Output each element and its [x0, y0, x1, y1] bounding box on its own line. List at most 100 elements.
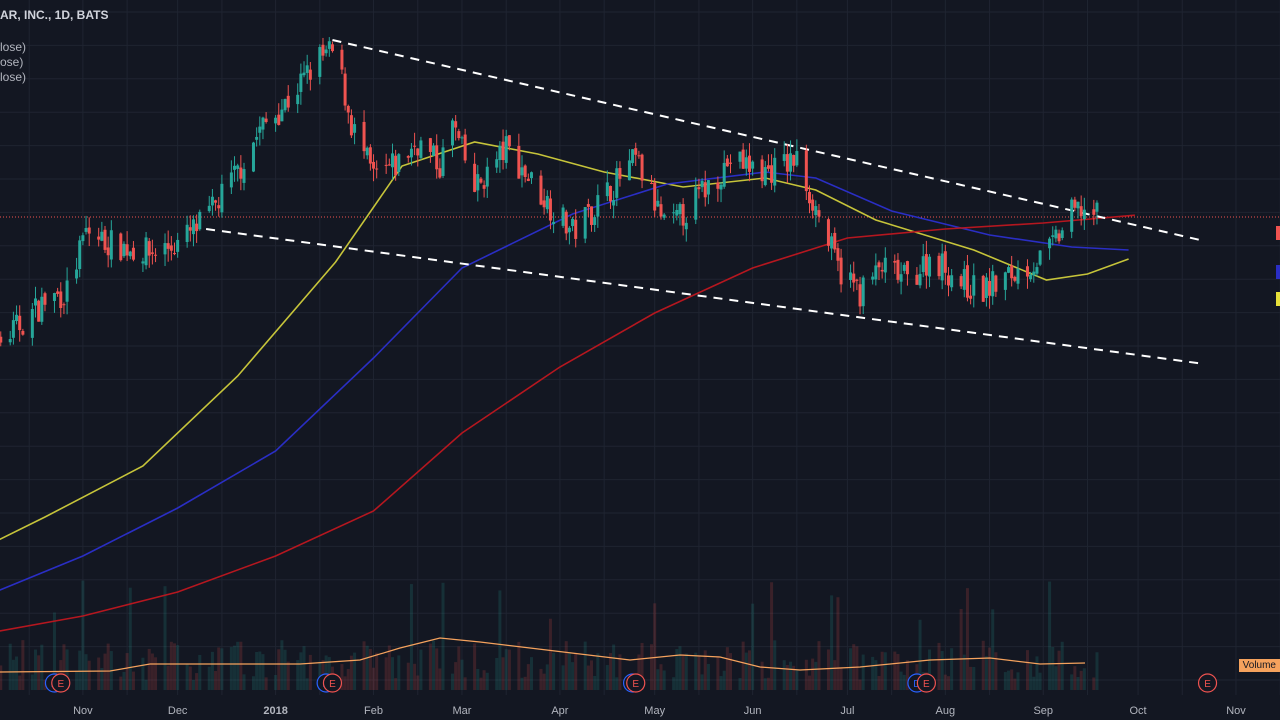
- legend-ma-long[interactable]: lose): [0, 70, 27, 84]
- candle-body: [37, 300, 41, 322]
- volume-bar: [706, 663, 710, 690]
- candle-body: [324, 49, 328, 54]
- candle-body: [747, 155, 751, 172]
- candle-body: [18, 315, 22, 331]
- volume-bar: [264, 677, 268, 690]
- volume-bar: [176, 645, 180, 690]
- volume-bar: [280, 640, 284, 690]
- volume-bar: [833, 660, 837, 690]
- candle-body: [233, 165, 237, 170]
- volume-bar: [501, 657, 505, 690]
- volume-bar: [1057, 650, 1061, 690]
- candle-body: [327, 41, 331, 49]
- candle-body: [198, 211, 202, 230]
- candle-body: [482, 185, 486, 189]
- event-label: E: [923, 679, 930, 690]
- symbol-title: AR, INC., 1D, BATS: [0, 8, 109, 22]
- candle-body: [173, 253, 177, 255]
- volume-bar: [836, 597, 840, 690]
- earnings-marker[interactable]: E: [322, 673, 343, 693]
- candle-body: [119, 233, 123, 261]
- candle-body: [504, 136, 508, 163]
- volume-bar: [198, 654, 202, 690]
- moving-averages: [0, 141, 1135, 632]
- volume-bar: [343, 676, 347, 690]
- volume-bar: [571, 662, 575, 690]
- candle-body: [346, 105, 350, 113]
- earnings-marker[interactable]: E: [1197, 673, 1218, 693]
- candle-body: [991, 271, 995, 297]
- candle-body: [460, 137, 464, 139]
- candle-body: [1054, 229, 1058, 239]
- volume-bar: [574, 652, 578, 690]
- candle-body: [567, 227, 571, 233]
- volume-bar: [725, 647, 729, 690]
- volume-bar: [789, 661, 793, 690]
- volume-bar: [375, 652, 379, 690]
- volume-bar: [567, 653, 571, 690]
- candle-body: [406, 156, 410, 158]
- volume-bar: [299, 652, 303, 690]
- volume-bar: [65, 649, 69, 690]
- legend-ma-short[interactable]: lose): [0, 40, 27, 54]
- candle-body: [814, 206, 818, 216]
- candle-body: [548, 198, 552, 221]
- x-tick-label: Sep: [1033, 705, 1053, 717]
- candle-body: [106, 247, 110, 256]
- candle-body: [896, 259, 900, 280]
- volume-bar: [659, 664, 663, 690]
- volume-bar: [150, 653, 154, 690]
- earnings-marker[interactable]: E: [51, 673, 71, 693]
- candle-body: [789, 153, 793, 172]
- candlesticks: [0, 37, 1099, 347]
- candle-body: [571, 218, 575, 227]
- candle-body: [21, 330, 25, 335]
- volume-bar: [751, 603, 755, 690]
- candle-body: [988, 280, 992, 296]
- volume-bar: [30, 674, 34, 690]
- volume-bar: [719, 676, 723, 690]
- candle-body: [969, 295, 973, 299]
- volume-bar: [372, 667, 376, 690]
- candle-body: [441, 147, 445, 176]
- volume-bar: [795, 670, 799, 690]
- ma-short-line: [0, 141, 1129, 541]
- volume-bar: [84, 654, 88, 690]
- candle-body: [191, 219, 195, 235]
- volume-bar: [902, 674, 906, 690]
- candle-body: [539, 175, 543, 205]
- volume-bar: [255, 651, 259, 690]
- volume-bar: [1010, 669, 1014, 690]
- volume-bar: [994, 652, 998, 690]
- ma-long-line: [0, 214, 1135, 632]
- volume-bar: [605, 665, 609, 690]
- volume-bar: [1054, 666, 1058, 690]
- candle-body: [286, 95, 290, 108]
- candle-body: [833, 232, 837, 250]
- volume-bar: [122, 671, 126, 690]
- candle-body: [52, 293, 56, 301]
- candle-body: [943, 251, 947, 273]
- candle-body: [700, 180, 704, 188]
- x-axis: OctNovDec2018FebMarAprMayJunJulAugSepOct…: [73, 705, 1246, 717]
- candle-body: [81, 235, 85, 242]
- volume-bar: [495, 657, 499, 690]
- candle-body: [154, 254, 158, 256]
- candle-body: [274, 117, 278, 124]
- volume-bar: [814, 661, 818, 690]
- candle-body: [59, 291, 63, 309]
- volume-bar: [362, 641, 366, 690]
- volume-bar: [34, 649, 38, 690]
- legend-ma-mid[interactable]: ose): [0, 55, 24, 69]
- candle-body: [0, 336, 3, 343]
- earnings-marker[interactable]: E: [626, 673, 646, 693]
- candle-body: [893, 260, 897, 263]
- earnings-marker[interactable]: E: [916, 673, 936, 693]
- candle-body: [795, 151, 799, 166]
- volume-bar: [327, 657, 331, 690]
- volume-bar: [858, 679, 862, 690]
- candle-body: [1048, 238, 1052, 249]
- volume-bar: [185, 664, 189, 690]
- candle-body: [103, 229, 107, 250]
